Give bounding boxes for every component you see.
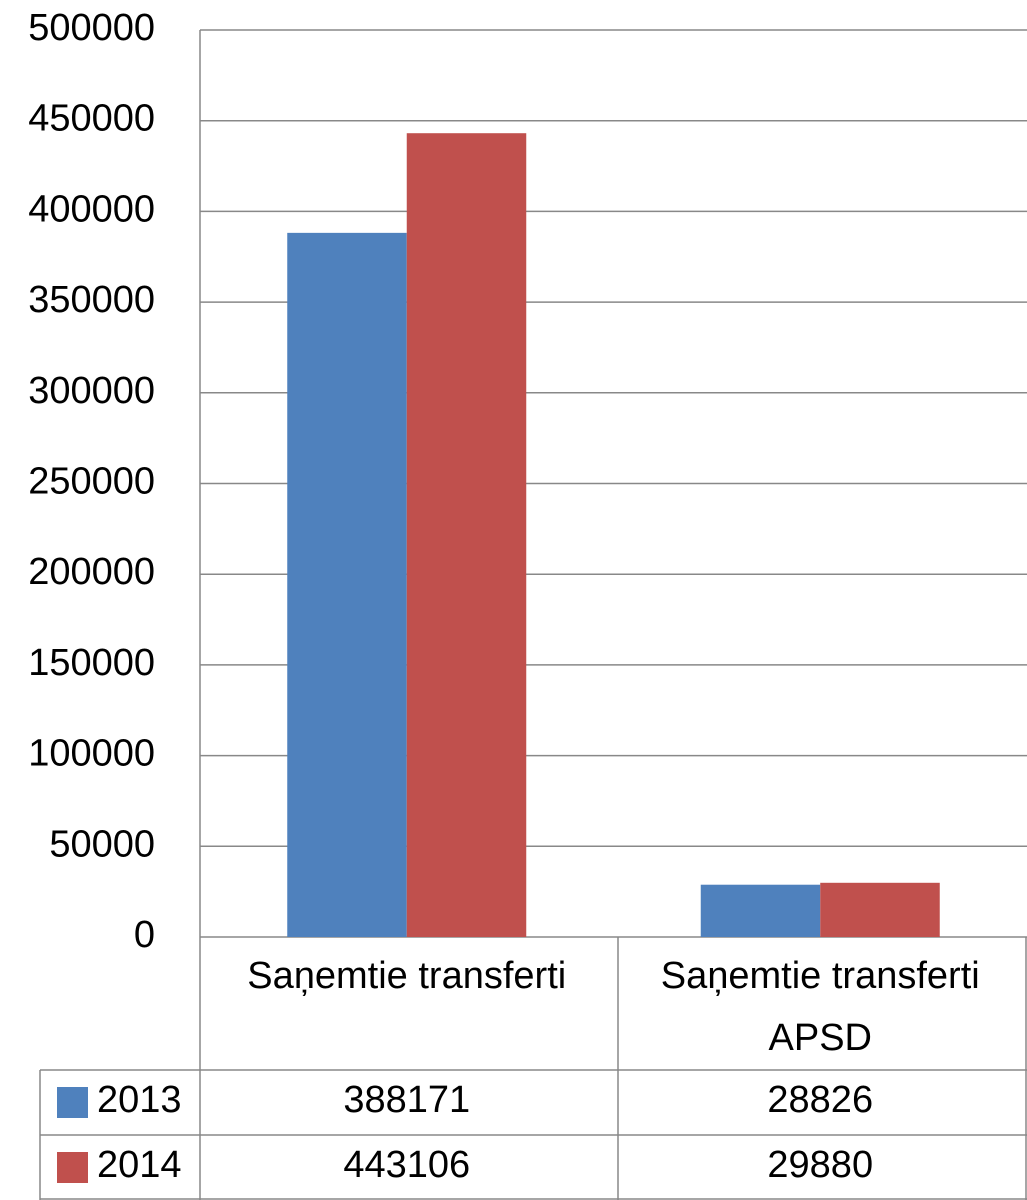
legend-key <box>57 1152 88 1183</box>
table-value: 28826 <box>767 1079 873 1121</box>
table-value: 443106 <box>343 1144 470 1186</box>
x-tick-label: Saņemtie transferti APSD <box>660 955 980 1059</box>
y-tick-label: 350000 <box>28 279 155 321</box>
y-tick-label: 200000 <box>28 551 155 593</box>
y-tick-label: 500000 <box>28 7 155 49</box>
bar <box>820 882 940 937</box>
legend-key <box>57 1087 88 1118</box>
legend-label: 2013 <box>97 1079 182 1121</box>
bar <box>287 232 407 938</box>
y-tick-label: 300000 <box>28 370 155 412</box>
y-tick-label: 400000 <box>28 188 155 230</box>
y-tick-label: 100000 <box>28 733 155 775</box>
table-value: 29880 <box>767 1144 873 1186</box>
y-tick-label: 50000 <box>49 823 155 865</box>
y-tick-label: 0 <box>134 914 155 956</box>
y-tick-label: 150000 <box>28 642 155 684</box>
table-value: 388171 <box>343 1079 470 1121</box>
bar <box>406 133 527 938</box>
bar <box>700 884 821 937</box>
y-tick-label: 450000 <box>28 98 155 140</box>
x-tick-label: Saņemtie transferti <box>247 955 567 997</box>
y-tick-label: 250000 <box>28 461 155 503</box>
legend-label: 2014 <box>97 1144 182 1186</box>
